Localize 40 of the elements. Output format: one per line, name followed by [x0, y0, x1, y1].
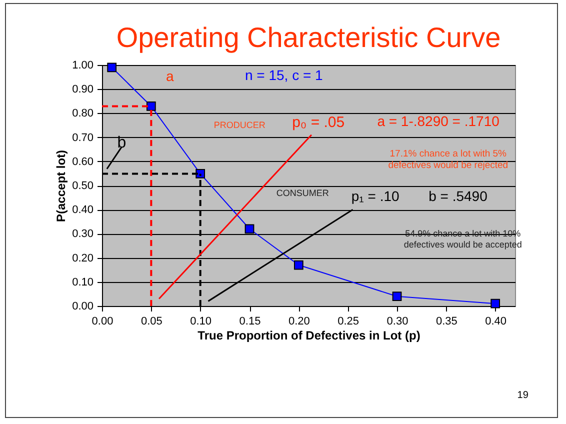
- annotation: p₀ = .05: [292, 114, 345, 132]
- x-tick-label: 0.30: [386, 316, 408, 328]
- point: [490, 298, 500, 308]
- annotation: PRODUCER: [214, 120, 266, 130]
- y-tick-label: 0.30: [72, 228, 94, 240]
- x-tick-label: 0.10: [190, 316, 212, 328]
- y-tick-label: 1.00: [72, 60, 94, 72]
- point: [146, 102, 156, 111]
- annotation: 17.1% chance a lot with 5% defectives would be rejected: [388, 148, 508, 172]
- point: [107, 62, 117, 72]
- y-tick-label: 0.60: [72, 156, 94, 168]
- point: [392, 292, 402, 302]
- x-tick-label: 0.00: [92, 316, 114, 328]
- x-tick-label: 0.05: [140, 316, 162, 328]
- point: [294, 260, 304, 270]
- y-tick-label: 0.10: [72, 276, 94, 288]
- chart-title: Operating Characteristic Curve: [116, 22, 501, 53]
- y-tick-label: 0.50: [72, 180, 94, 192]
- y-tick-label: 0.40: [72, 204, 94, 216]
- x-tick-label: 0.40: [485, 316, 507, 328]
- annotation: b = .5490: [428, 188, 488, 204]
- annotation: p₁ = .10: [351, 188, 400, 204]
- y-tick-label: 0.00: [72, 300, 94, 312]
- y-tick-label: 0.80: [72, 108, 94, 120]
- annotation: n = 15, c = 1: [244, 67, 324, 84]
- x-tick-label: 0.15: [239, 316, 261, 328]
- x-tick-label: 0.20: [288, 316, 310, 328]
- point: [244, 224, 254, 234]
- x-axis-title: True Proportion of Defectives in Lot (p): [198, 328, 420, 342]
- y-tick-label: 0.70: [72, 132, 94, 144]
- text: 19: [517, 390, 529, 402]
- annotation: CONSUMER: [276, 188, 330, 198]
- y-tick-label: 0.20: [72, 252, 94, 264]
- x-tick-label: 0.35: [436, 316, 458, 328]
- x-tick-label: 0.25: [338, 316, 360, 328]
- y-tick-label: 0.90: [72, 84, 94, 96]
- y-axis-title: P(accept lot): [54, 150, 68, 222]
- annotation: b: [117, 134, 126, 152]
- annotation: a: [166, 68, 174, 84]
- annotation: a = 1-.8290 = .1710: [377, 113, 500, 130]
